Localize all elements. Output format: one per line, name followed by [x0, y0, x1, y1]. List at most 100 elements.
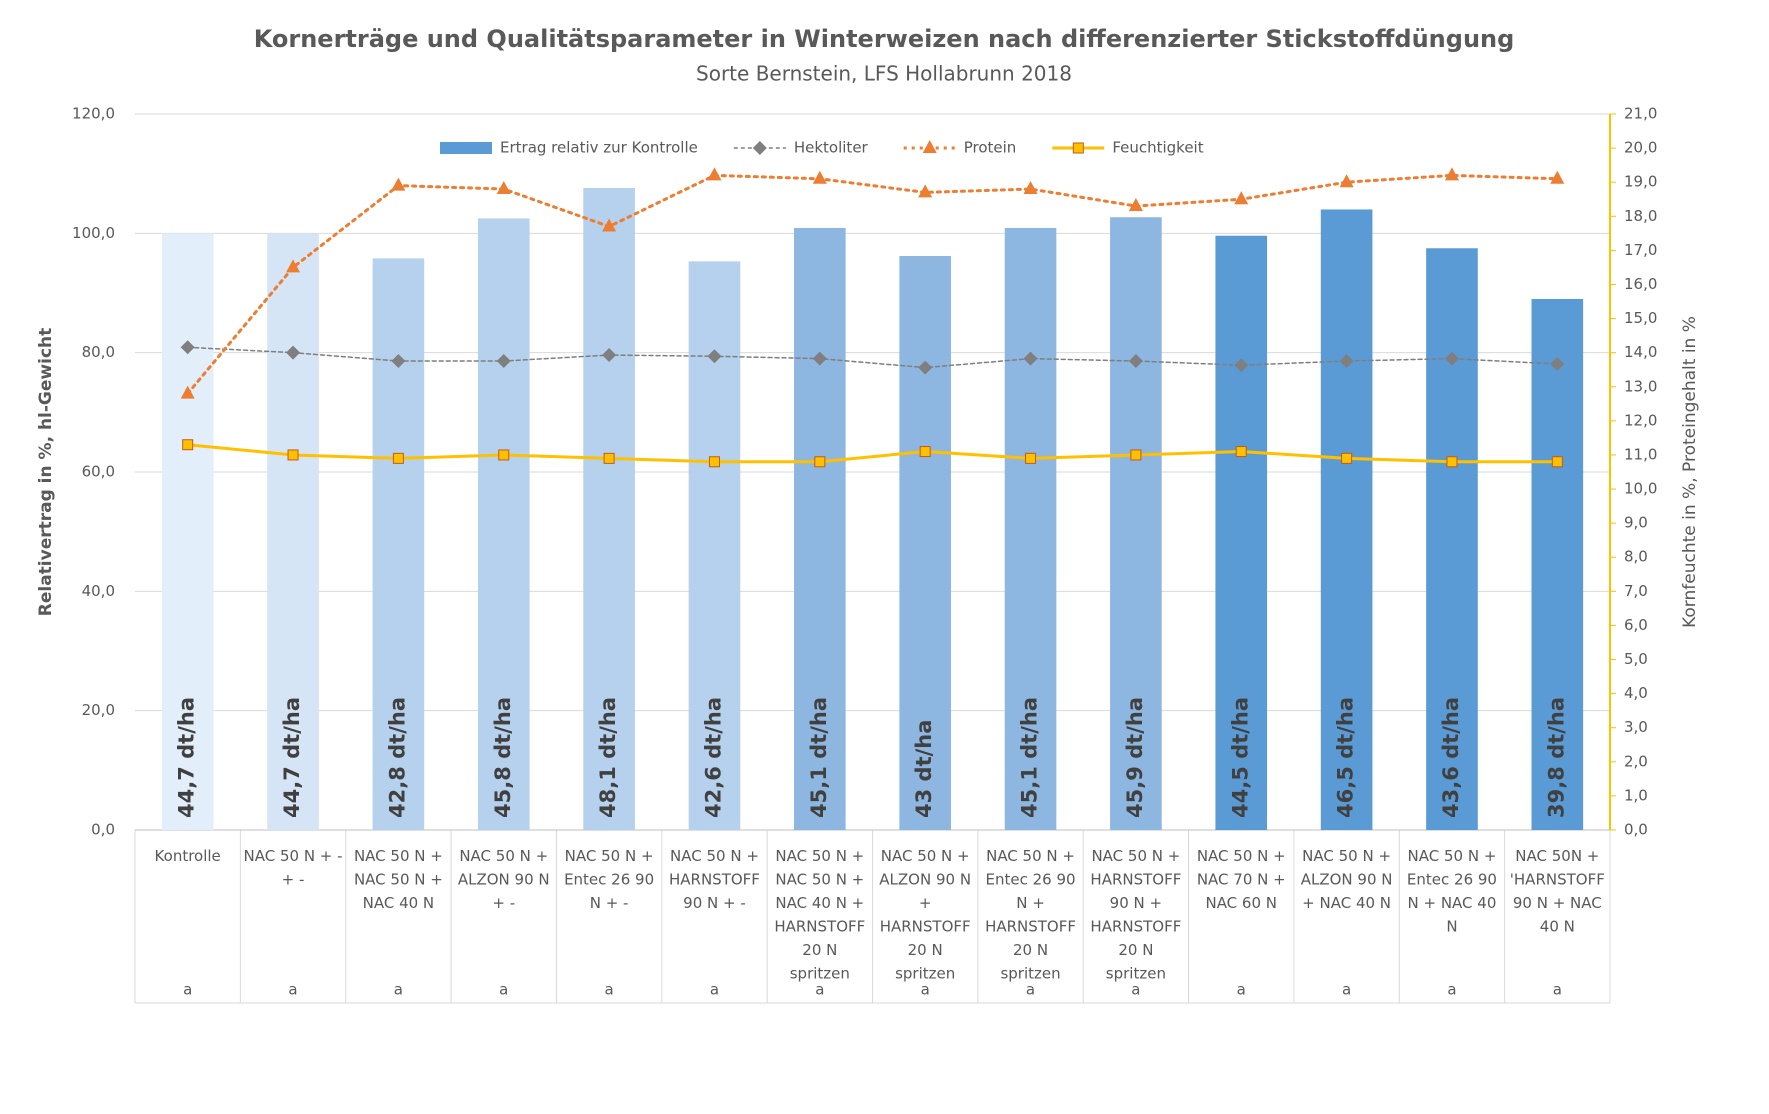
label-line: NAC 50 N +	[775, 847, 864, 865]
label-line: 90 N +	[1110, 894, 1162, 912]
bar	[1426, 248, 1478, 830]
line-series	[186, 346, 1559, 369]
y-axis-title: Relativertrag in %, hl-Gewicht	[36, 328, 56, 617]
legend-label: Feuchtigkeit	[1112, 139, 1203, 157]
bar	[477, 218, 530, 830]
bar	[267, 233, 319, 831]
label-line: + NAC 40 N	[1302, 894, 1391, 912]
label-line: Entec 26 90	[986, 870, 1076, 888]
yield-label: 45,8 dt/ha	[491, 697, 515, 818]
yield-label: 43,6 dt/ha	[1439, 697, 1463, 818]
label-line: + -	[492, 894, 515, 912]
marker	[1444, 351, 1459, 366]
label-line: Entec 26 90	[1407, 870, 1497, 888]
bar	[161, 233, 214, 831]
marker	[1235, 446, 1247, 458]
letter-label: a	[1131, 981, 1140, 999]
label-line: HARNSTOFF	[985, 917, 1076, 935]
legend-marker	[1072, 142, 1084, 154]
marker	[496, 181, 511, 195]
x-tick-label: NAC 50 N + Entec 26 90 N + -	[564, 847, 654, 912]
x-tick-label: NAC 50 N + NAC 50 N + NAC 40 N + HARNSTOFF 2…	[774, 847, 865, 983]
legend-label: Ertrag relativ zur Kontrolle	[500, 139, 698, 157]
line-series	[186, 173, 1559, 396]
bar	[1531, 298, 1584, 830]
label-line: 20 N	[1118, 941, 1153, 959]
label-line: NAC 40 N	[363, 894, 435, 912]
letter-label: a	[815, 981, 824, 999]
label-line: NAC 50 N + -	[244, 847, 343, 865]
label-line: N	[1446, 917, 1457, 935]
marker	[918, 360, 933, 375]
label-line: + -	[282, 870, 305, 888]
label-line: N + NAC 40	[1408, 894, 1497, 912]
label-line: 20 N	[802, 941, 837, 959]
marker	[498, 449, 510, 461]
label-line: spritzen	[895, 964, 955, 982]
label-line: NAC 50N +	[1515, 847, 1599, 865]
marker	[707, 167, 722, 181]
label-line: 'HARNSTOFF	[1510, 870, 1605, 888]
y-tick-label: 60,0	[82, 463, 115, 481]
yield-label: 43 dt/ha	[912, 720, 936, 818]
yield-label: 45,9 dt/ha	[1123, 697, 1147, 818]
legend-marker	[752, 141, 767, 155]
x-tick-label: NAC 50N + 'HARNSTOFF 90 N + NAC 40 N	[1510, 847, 1605, 936]
marker	[1234, 191, 1249, 205]
marker	[1550, 170, 1565, 184]
bar	[1004, 227, 1057, 831]
marker	[287, 449, 299, 461]
x-tick-label: NAC 50 N + NAC 50 N + NAC 40 N	[354, 847, 443, 912]
yield-label: 42,6 dt/ha	[701, 697, 725, 818]
y-tick-label: 0,0	[91, 821, 115, 839]
label-line: 20 N	[908, 941, 943, 959]
label-line: NAC 50 N +	[775, 870, 864, 888]
label-line: HARNSTOFF	[1090, 870, 1181, 888]
marker	[1551, 456, 1563, 468]
grid	[135, 113, 1610, 831]
letter-label: a	[394, 981, 403, 999]
label-line: 40 N	[1540, 917, 1575, 935]
legend-label: Hektoliter	[794, 139, 869, 157]
marker	[180, 340, 195, 355]
marker	[1130, 449, 1142, 461]
marker	[603, 452, 615, 464]
marker	[392, 452, 404, 464]
label-line: 90 N + NAC	[1513, 894, 1602, 912]
marker	[1446, 456, 1458, 468]
marker	[919, 446, 931, 458]
y2-tick-label: 7,0	[1624, 582, 1648, 600]
y2-tick-label: 11,0	[1624, 445, 1657, 463]
y2-tick-label: 9,0	[1624, 514, 1648, 532]
legend: Ertrag relativ zur Kontrolle Hektoliter Pr…	[440, 139, 1204, 157]
label-line: HARNSTOFF	[774, 917, 865, 935]
legend-label: Protein	[964, 139, 1017, 157]
marker	[1444, 167, 1459, 181]
yield-label: 42,8 dt/ha	[385, 697, 409, 818]
label-line: NAC 50 N +	[986, 847, 1075, 865]
y-tick-label: 120,0	[72, 105, 115, 123]
label-line: ALZON 90 N	[879, 870, 971, 888]
legend-marker	[922, 140, 937, 153]
x-tick-label: Kontrolle	[155, 847, 221, 865]
label-line: NAC 50 N +	[1197, 847, 1286, 865]
label-line: NAC 50 N +	[459, 847, 548, 865]
label-line: HARNSTOFF	[880, 917, 971, 935]
marker	[1339, 354, 1354, 369]
yield-label: 39,8 dt/ha	[1544, 697, 1568, 818]
label-line: spritzen	[1106, 964, 1166, 982]
line-series	[186, 443, 1559, 464]
label-line: Entec 26 90	[564, 870, 654, 888]
marker	[391, 354, 406, 369]
label-line: ALZON 90 N	[1301, 870, 1393, 888]
x-tick-label: NAC 50 N + - + -	[244, 847, 343, 889]
x-tick-label: NAC 50 N + ALZON 90 N + NAC 40 N	[1301, 847, 1393, 912]
marker	[391, 177, 406, 191]
marker	[1128, 354, 1143, 369]
label-line: NAC 50 N +	[881, 847, 970, 865]
x-tick-label: NAC 50 N + ALZON 90 N + -	[458, 847, 550, 912]
bar	[583, 187, 635, 830]
label-line: NAC 50 N +	[565, 847, 654, 865]
bar	[1320, 209, 1373, 830]
label-line: NAC 60 N	[1205, 894, 1277, 912]
